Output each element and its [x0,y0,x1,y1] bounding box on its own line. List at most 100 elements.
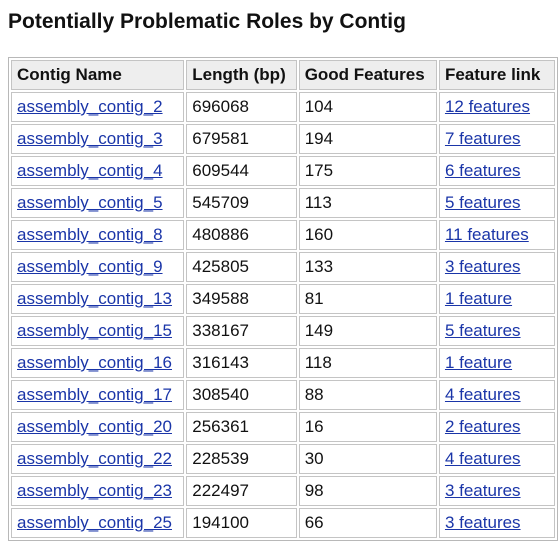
contig-name-link[interactable]: assembly_contig_17 [17,385,172,404]
feature-link-cell: 4 features [438,444,555,474]
contig-name-link[interactable]: assembly_contig_2 [17,97,163,116]
feature-link-cell: 12 features [438,92,555,122]
contig-name-link[interactable]: assembly_contig_3 [17,129,163,148]
table-body: assembly_contig_2 696068 104 12 features ass… [11,92,555,538]
table-row: assembly_contig_9 425805 133 3 features [11,252,555,282]
length-cell: 228539 [186,444,297,474]
contig-name-cell: assembly_contig_16 [11,348,185,378]
table-row: assembly_contig_25 194100 66 3 features [11,508,555,538]
length-cell: 679581 [186,124,297,154]
feature-link-cell: 4 features [438,380,555,410]
table-row: assembly_contig_22 228539 30 4 features [11,444,555,474]
contig-name-link[interactable]: assembly_contig_16 [17,353,172,372]
contig-name-cell: assembly_contig_22 [11,444,185,474]
contig-name-cell: assembly_contig_25 [11,508,185,538]
contig-name-cell: assembly_contig_15 [11,316,185,346]
feature-link[interactable]: 3 features [444,257,521,276]
contig-name-cell: assembly_contig_4 [11,156,185,186]
table-row: assembly_contig_13 349588 81 1 feature [11,284,555,314]
table-row: assembly_contig_20 256361 16 2 features [11,412,555,442]
feature-link[interactable]: 7 features [444,129,521,148]
contig-name-cell: assembly_contig_8 [11,220,185,250]
contig-name-link[interactable]: assembly_contig_22 [17,449,172,468]
good-features-cell: 16 [298,412,437,442]
contig-name-link[interactable]: assembly_contig_9 [17,257,163,276]
column-header-feature-link: Feature link [438,60,555,90]
length-cell: 316143 [186,348,297,378]
contig-name-cell: assembly_contig_9 [11,252,185,282]
good-features-cell: 81 [298,284,437,314]
page-title: Potentially Problematic Roles by Contig [8,10,406,33]
good-features-cell: 113 [298,188,437,218]
table-header: Contig Name Length (bp) Good Features Fe… [11,60,555,90]
feature-link-cell: 6 features [438,156,555,186]
feature-link[interactable]: 2 features [444,417,521,436]
contig-name-cell: assembly_contig_5 [11,188,185,218]
contig-name-link[interactable]: assembly_contig_25 [17,513,172,532]
good-features-cell: 160 [298,220,437,250]
contig-name-link[interactable]: assembly_contig_20 [17,417,172,436]
feature-link[interactable]: 4 features [444,449,521,468]
feature-link-cell: 3 features [438,252,555,282]
table-row: assembly_contig_3 679581 194 7 features [11,124,555,154]
contig-name-link[interactable]: assembly_contig_5 [17,193,163,212]
feature-link-cell: 2 features [438,412,555,442]
length-cell: 696068 [186,92,297,122]
length-cell: 545709 [186,188,297,218]
contig-name-cell: assembly_contig_3 [11,124,185,154]
contig-name-link[interactable]: assembly_contig_8 [17,225,163,244]
contig-name-link[interactable]: assembly_contig_23 [17,481,172,500]
feature-link-cell: 11 features [438,220,555,250]
length-cell: 308540 [186,380,297,410]
feature-link-cell: 1 feature [438,284,555,314]
feature-link[interactable]: 3 features [444,513,521,532]
feature-link[interactable]: 12 features [444,97,531,116]
feature-link-cell: 5 features [438,188,555,218]
good-features-cell: 30 [298,444,437,474]
contig-name-cell: assembly_contig_2 [11,92,185,122]
good-features-cell: 133 [298,252,437,282]
good-features-cell: 66 [298,508,437,538]
column-header-good-features: Good Features [298,60,437,90]
table-row: assembly_contig_17 308540 88 4 features [11,380,555,410]
feature-link[interactable]: 5 features [444,321,521,340]
feature-link[interactable]: 11 features [444,225,529,244]
feature-link[interactable]: 4 features [444,385,521,404]
good-features-cell: 118 [298,348,437,378]
contig-name-link[interactable]: assembly_contig_15 [17,321,172,340]
length-cell: 480886 [186,220,297,250]
feature-link[interactable]: 1 feature [444,353,513,372]
good-features-cell: 149 [298,316,437,346]
length-cell: 256361 [186,412,297,442]
feature-link-cell: 7 features [438,124,555,154]
good-features-cell: 104 [298,92,437,122]
length-cell: 425805 [186,252,297,282]
feature-link[interactable]: 1 feature [444,289,513,308]
contig-name-link[interactable]: assembly_contig_4 [17,161,163,180]
feature-link[interactable]: 6 features [444,161,521,180]
feature-link-cell: 3 features [438,508,555,538]
table-row: assembly_contig_4 609544 175 6 features [11,156,555,186]
contig-name-link[interactable]: assembly_contig_13 [17,289,172,308]
feature-link[interactable]: 3 features [444,481,521,500]
length-cell: 194100 [186,508,297,538]
length-cell: 338167 [186,316,297,346]
contig-name-cell: assembly_contig_23 [11,476,185,506]
table-row: assembly_contig_2 696068 104 12 features [11,92,555,122]
table-row: assembly_contig_16 316143 118 1 feature [11,348,555,378]
contig-name-cell: assembly_contig_13 [11,284,185,314]
feature-link[interactable]: 5 features [444,193,521,212]
contig-roles-table: Contig Name Length (bp) Good Features Fe… [8,57,558,541]
feature-link-cell: 1 feature [438,348,555,378]
column-header-length: Length (bp) [186,60,297,90]
good-features-cell: 88 [298,380,437,410]
length-cell: 349588 [186,284,297,314]
length-cell: 609544 [186,156,297,186]
column-header-contig-name: Contig Name [11,60,185,90]
table-row: assembly_contig_15 338167 149 5 features [11,316,555,346]
contig-name-cell: assembly_contig_20 [11,412,185,442]
length-cell: 222497 [186,476,297,506]
table-row: assembly_contig_5 545709 113 5 features [11,188,555,218]
good-features-cell: 175 [298,156,437,186]
